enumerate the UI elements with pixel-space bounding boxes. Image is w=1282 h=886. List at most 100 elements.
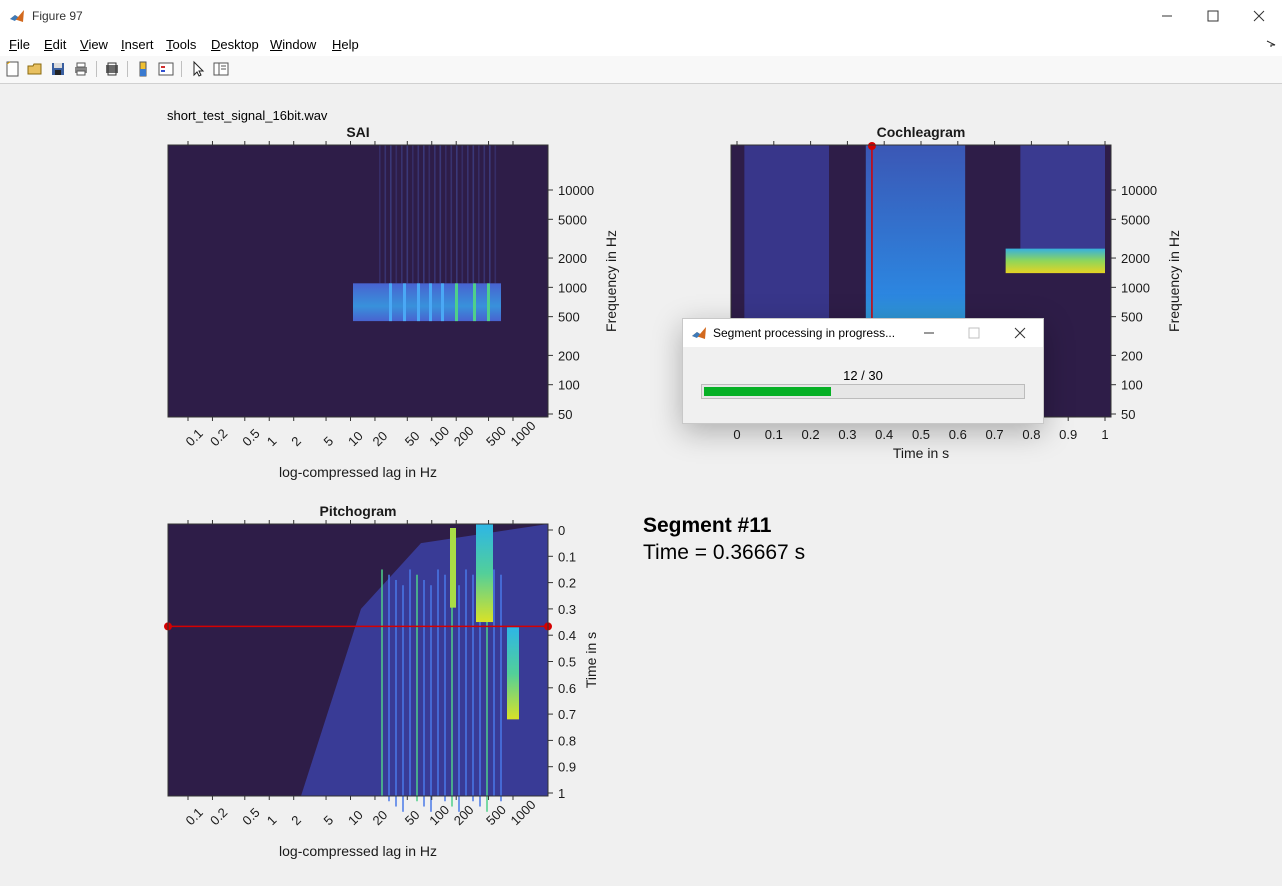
- sai-stripe: [401, 145, 403, 284]
- sai-peak: [403, 283, 406, 322]
- sai-stripe: [456, 145, 458, 284]
- matlab-logo-icon: [692, 327, 706, 339]
- window-titlebar: Figure 97: [0, 0, 1282, 32]
- pitchogram-stripe: [479, 579, 481, 807]
- pitchogram-x-tick-label: 200: [451, 802, 477, 828]
- property-inspector-icon[interactable]: [212, 60, 230, 78]
- cochleagram-x-tick-label: 0.9: [1059, 427, 1077, 442]
- sai-y-tick-label: 50: [558, 407, 572, 422]
- dialog-minimize-icon[interactable]: [923, 327, 935, 339]
- maximize-button[interactable]: [1190, 0, 1236, 32]
- sai-y-tick-label: 500: [558, 310, 580, 325]
- sai-y-tick-label: 200: [558, 348, 580, 363]
- cochleagram-x-tick-label: 0.1: [765, 427, 783, 442]
- close-button[interactable]: [1236, 0, 1282, 32]
- menu-edit[interactable]: Edit: [44, 37, 67, 52]
- pitchogram-y-tick-label: 1: [558, 786, 565, 801]
- sai-stripe: [412, 145, 414, 284]
- pitchogram-y-tick-label: 0.3: [558, 602, 576, 617]
- sai-stripe: [395, 145, 398, 284]
- pitchogram-x-tick-label: 0.1: [183, 805, 206, 828]
- sai-peak: [487, 283, 490, 322]
- menu-view[interactable]: View: [80, 37, 108, 52]
- progress-text: 12 / 30: [843, 368, 883, 383]
- sai-peak: [473, 283, 476, 322]
- sai-stripe: [450, 145, 453, 284]
- close-icon: [1253, 10, 1265, 22]
- cochleagram-x-tick-label: 0.6: [949, 427, 967, 442]
- print-preview-icon[interactable]: [103, 60, 121, 78]
- new-figure-icon[interactable]: [4, 60, 22, 78]
- cochleagram-y-tick-label: 5000: [1121, 212, 1150, 227]
- pitchogram-stripe: [465, 569, 467, 796]
- print-icon[interactable]: [72, 60, 90, 78]
- cochleagram-x-tick-label: 0.5: [912, 427, 930, 442]
- sai-stripe: [439, 145, 442, 284]
- maximize-icon: [1207, 10, 1219, 22]
- menu-desktop[interactable]: Desktop: [211, 37, 259, 52]
- pitchogram-stripe: [444, 574, 446, 802]
- progress-bar-fill: [704, 387, 832, 396]
- pitchogram-y-tick-label: 0.4: [558, 628, 576, 643]
- sai-x-tick-label: 5: [321, 433, 337, 449]
- sai-peak: [429, 283, 432, 322]
- cochleagram-x-tick-label: 0.2: [802, 427, 820, 442]
- pitchogram-y-tick-label: 0.9: [558, 760, 576, 775]
- progress-dialog[interactable]: Segment processing in progress... 12 / 3…: [682, 318, 1044, 424]
- legend-icon[interactable]: [157, 60, 175, 78]
- pitchogram-stripe: [409, 569, 411, 796]
- pitchogram-stripe: [458, 585, 460, 812]
- sai-stripe: [445, 145, 447, 284]
- sai-x-tick-label: 500: [483, 423, 509, 449]
- edit-plot-icon[interactable]: [189, 60, 207, 78]
- sai-stripe: [472, 145, 475, 284]
- pitchogram-stripe: [472, 574, 474, 802]
- save-icon[interactable]: [49, 60, 67, 78]
- cochleagram-y-tick-label: 50: [1121, 407, 1135, 422]
- pitchogram-y-tick-label: 0.7: [558, 707, 576, 722]
- pitchogram-y-label: Time in s: [583, 632, 599, 688]
- sai-x-tick-label: 10: [345, 428, 366, 449]
- colorbar-icon[interactable]: [134, 60, 152, 78]
- cochleagram-x-tick-label: 0.3: [838, 427, 856, 442]
- menu-help[interactable]: Help: [332, 37, 359, 52]
- pitchogram-stripe: [395, 579, 397, 807]
- minimize-button[interactable]: [1144, 0, 1190, 32]
- pitchogram-stripe: [493, 569, 495, 796]
- cochleagram-x-label: Time in s: [893, 445, 949, 461]
- cochleagram-segment: [1005, 248, 1105, 274]
- pitchogram-stripe: [437, 569, 439, 796]
- sai-activity-band: [353, 283, 501, 322]
- sai-stripe: [483, 145, 486, 284]
- cochleagram-y-tick-label: 200: [1121, 348, 1143, 363]
- matlab-logo-icon: [9, 8, 25, 24]
- sai-stripe: [428, 145, 431, 284]
- open-file-icon[interactable]: [26, 60, 44, 78]
- sai-x-tick-label: 0.2: [207, 426, 230, 449]
- cochleagram-x-tick-label: 0: [733, 427, 740, 442]
- dialog-close-icon[interactable]: [1014, 327, 1026, 339]
- menu-insert[interactable]: Insert: [121, 37, 154, 52]
- cochleagram-x-tick-label: 0.4: [875, 427, 893, 442]
- pitchogram-stripe: [381, 569, 383, 796]
- figure-canvas[interactable]: short_test_signal_16bit.wav Segment #11 …: [1, 84, 1281, 884]
- undock-arrow-icon[interactable]: [1266, 40, 1276, 48]
- sai-x-tick-label: 20: [369, 428, 390, 449]
- menu-tools[interactable]: Tools: [166, 37, 197, 52]
- menu-window[interactable]: Window: [270, 37, 317, 52]
- pitchogram-stripe: [416, 574, 418, 802]
- sai-x-tick-label: 1: [264, 433, 280, 449]
- sai-stripe: [406, 145, 409, 284]
- pitchogram-x-label: log-compressed lag in Hz: [279, 843, 437, 859]
- pitchogram-x-tick-label: 2: [288, 812, 304, 828]
- cochleagram-y-tick-label: 10000: [1121, 183, 1157, 198]
- pitchogram-y-tick-label: 0: [558, 523, 565, 538]
- menu-file[interactable]: File: [9, 37, 30, 52]
- pitchogram-x-tick-label: 1000: [508, 797, 539, 828]
- sai-stripe: [494, 145, 497, 284]
- sai-x-tick-label: 0.1: [183, 426, 206, 449]
- sai-x-tick-label: 1000: [508, 418, 539, 449]
- cochleagram-y-tick-label: 1000: [1121, 280, 1150, 295]
